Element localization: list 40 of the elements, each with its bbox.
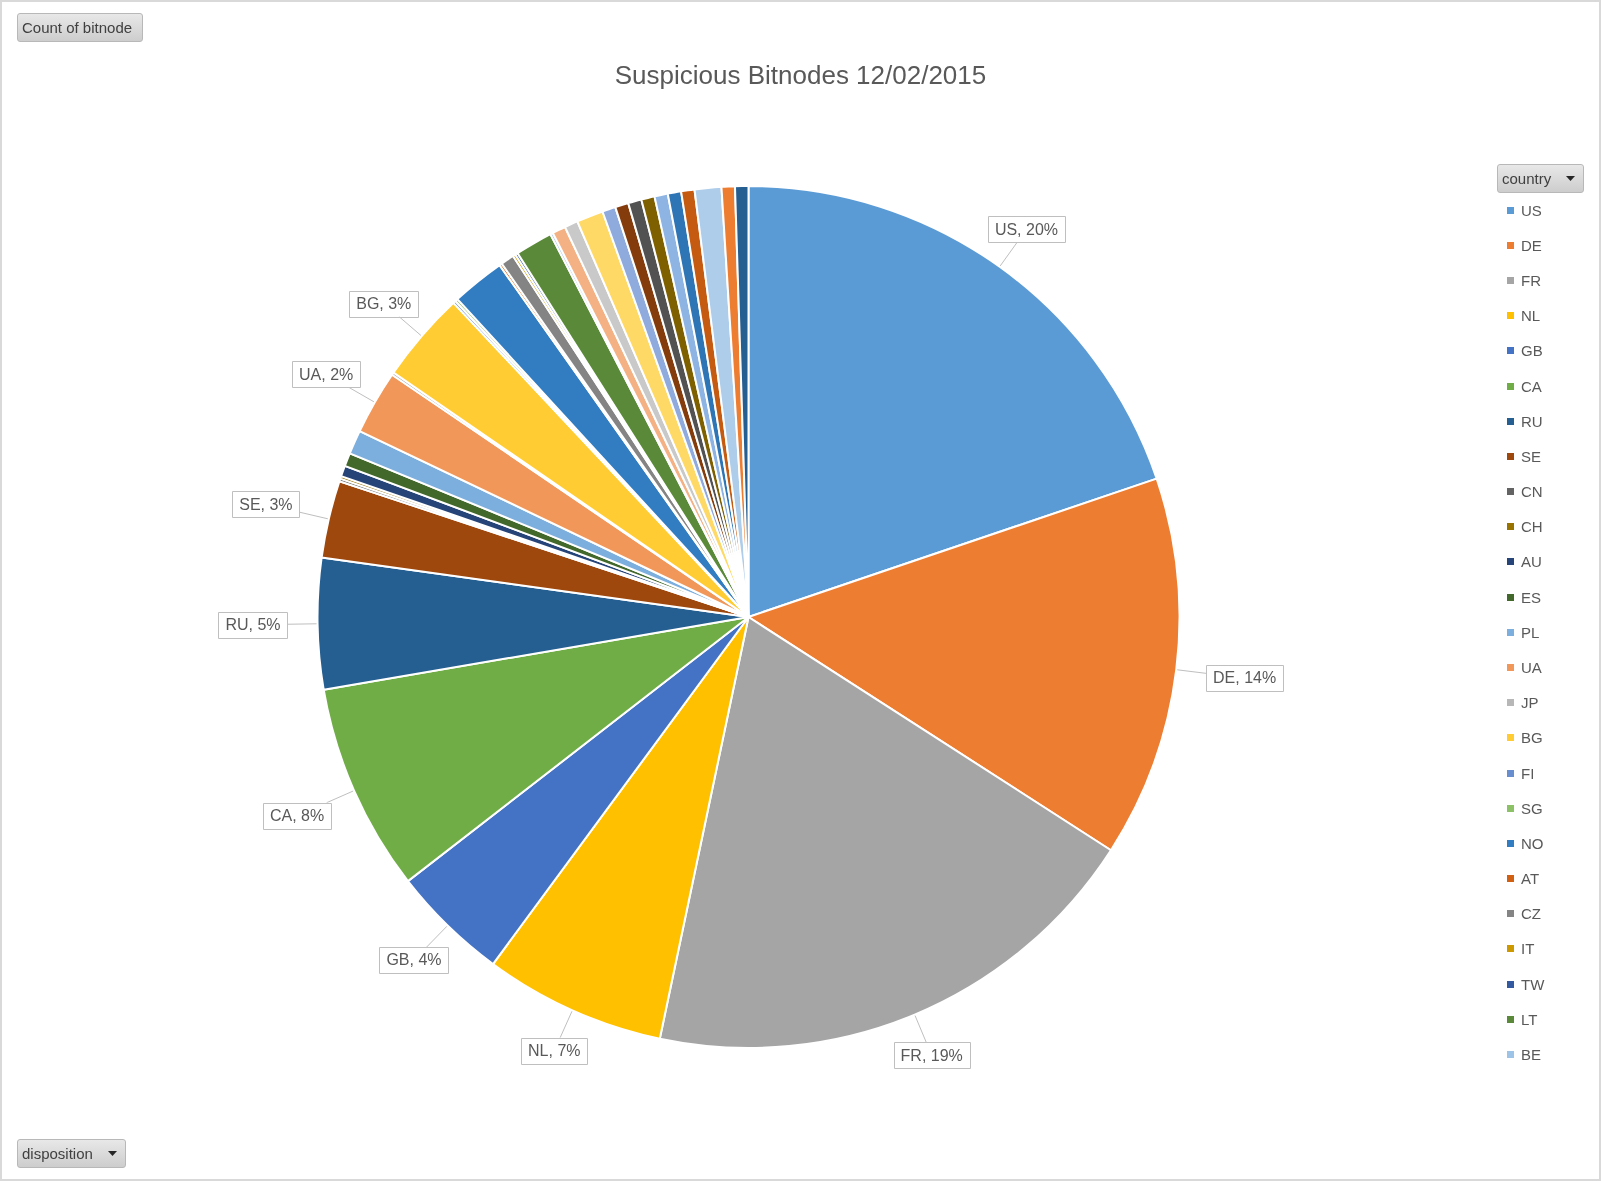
legend-label: AU (1521, 553, 1542, 571)
data-label: RU, 5% (225, 616, 281, 634)
data-label: DE, 14% (1213, 669, 1277, 687)
legend-label: JP (1521, 694, 1539, 712)
legend-title: country (1502, 170, 1552, 187)
chart-title: Suspicious Bitnodes 12/02/2015 (614, 60, 987, 90)
data-label: US, 20% (994, 220, 1059, 238)
field-button: Count of bitnode (17, 13, 144, 42)
legend-label: LT (1521, 1010, 1538, 1028)
data-label: SE, 3% (239, 495, 293, 513)
data-label: NL, 7% (528, 1042, 581, 1060)
data-label: UA, 2% (299, 365, 354, 383)
field-button: country (1497, 164, 1585, 193)
legend-label: CH (1521, 518, 1543, 536)
legend-label: PL (1521, 623, 1540, 641)
legend-label: SE (1521, 447, 1542, 465)
legend-label: IT (1521, 940, 1535, 958)
legend-label: BG (1521, 729, 1543, 747)
field-button: disposition (17, 1139, 126, 1168)
legend-label: AT (1521, 870, 1540, 888)
data-label: CA, 8% (269, 807, 325, 825)
legend-label: ES (1521, 588, 1542, 606)
legend-label: DE (1521, 236, 1542, 254)
data-label: FR, 19% (900, 1046, 963, 1064)
data-label: GB, 4% (386, 951, 442, 969)
legend-label: RU (1521, 412, 1543, 430)
data-label: BG, 3% (356, 294, 412, 312)
legend-label: BE (1521, 1045, 1542, 1063)
legend-label: SG (1521, 799, 1543, 817)
legend-label: CZ (1521, 905, 1541, 923)
legend-label: US (1521, 201, 1542, 219)
legend-label: CN (1521, 483, 1543, 501)
legend-label: NL (1521, 307, 1541, 325)
legend-label: FR (1521, 272, 1541, 290)
legend-label: CA (1521, 377, 1542, 395)
legend-label: TW (1521, 975, 1545, 993)
legend-label: UA (1521, 659, 1542, 676)
legend-label: FI (1521, 764, 1535, 782)
legend-label: GB (1521, 342, 1543, 360)
legend-label: NO (1521, 834, 1544, 852)
